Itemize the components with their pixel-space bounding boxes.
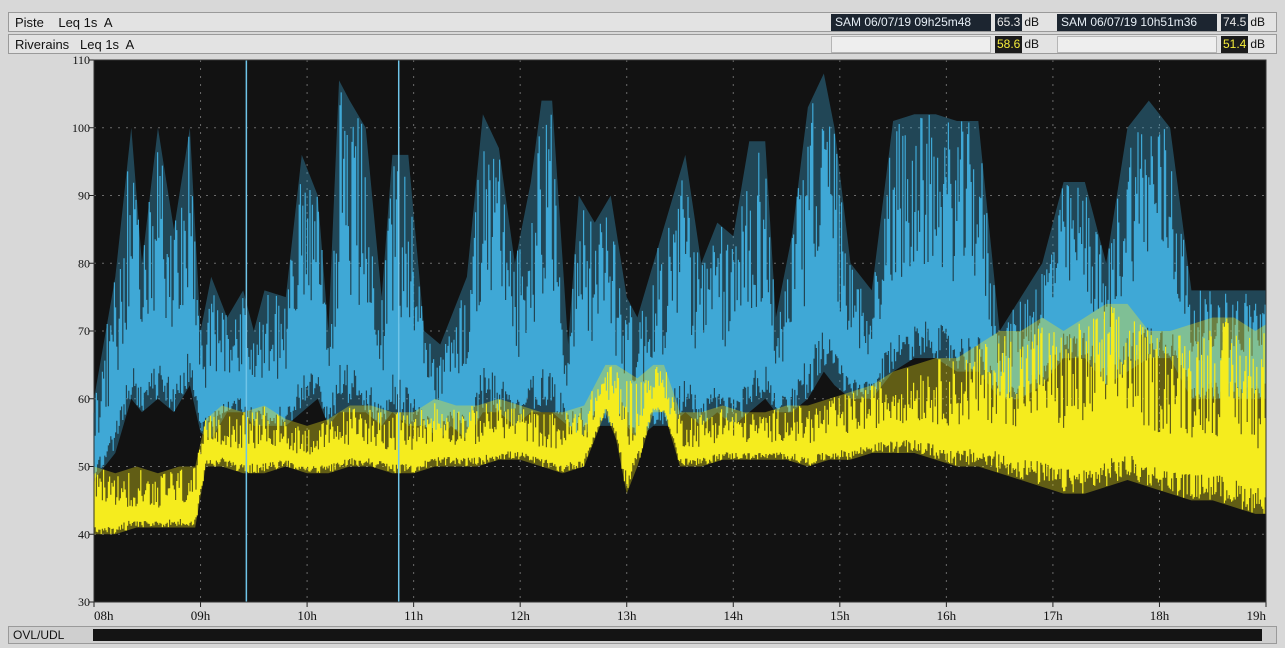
- ovl-udl-label: OVL/UDL: [13, 628, 65, 642]
- plot-frame: [93, 59, 1267, 603]
- cursor1-riverains-reading: 58.6 dB: [995, 36, 1041, 53]
- cursor1-riverains-unit: dB: [1024, 37, 1040, 51]
- cursor2-riverains-reading: 51.4 dB: [1221, 36, 1267, 53]
- x-tick-label: 12h: [510, 608, 530, 623]
- ovl-udl-indicator-strip: [93, 629, 1262, 641]
- y-tick-label: 60: [78, 392, 90, 406]
- x-tick-label: 09h: [191, 608, 211, 623]
- y-tick-label: 70: [78, 324, 90, 338]
- y-tick-label: 80: [78, 256, 90, 270]
- x-tick-label: 19h: [1247, 608, 1267, 623]
- x-tick-label: 13h: [617, 608, 637, 623]
- cursor2-piste-value: 74.5: [1221, 14, 1249, 31]
- x-tick-label: 10h: [297, 608, 317, 623]
- cursor2-timestamp: SAM 06/07/19 10h51m36: [1057, 14, 1217, 31]
- piste-channel-label: Piste Leq 1s A: [15, 15, 113, 30]
- cursor1-piste-reading: 65.3 dB: [995, 14, 1041, 31]
- y-tick-label: 90: [78, 189, 90, 203]
- cursor2-time-empty-cell: [1057, 36, 1217, 53]
- cursor2-riverains-unit: dB: [1250, 37, 1266, 51]
- ovl-udl-bar: OVL/UDL: [8, 626, 1277, 644]
- cursor2-piste-unit: dB: [1250, 15, 1266, 29]
- noise-level-chart[interactable]: 30 40 50 60 70 80 90 100 110 08h 09h 10h 11h 12h 13h 14…: [8, 56, 1277, 626]
- y-tick-label: 110: [72, 56, 90, 67]
- riverains-channel-label: Riverains Leq 1s A: [15, 37, 135, 52]
- x-tick-label: 18h: [1150, 608, 1170, 623]
- cursor1-timestamp: SAM 06/07/19 09h25m48: [831, 14, 991, 31]
- riverains-header-bar: Riverains Leq 1s A 58.6 dB 51.4 dB: [8, 34, 1277, 54]
- x-tick-label: 17h: [1043, 608, 1063, 623]
- y-tick-label: 100: [72, 121, 90, 135]
- x-tick-label: 14h: [724, 608, 744, 623]
- y-tick-label: 50: [78, 460, 90, 474]
- cursor1-time-empty-cell: [831, 36, 991, 53]
- x-tick-label: 11h: [404, 608, 424, 623]
- cursor1-piste-unit: dB: [1024, 15, 1040, 29]
- y-tick-label: 40: [78, 527, 90, 541]
- x-tick-label: 08h: [94, 608, 114, 623]
- cursor2-piste-reading: 74.5 dB: [1221, 14, 1267, 31]
- cursor1-piste-value: 65.3: [995, 14, 1023, 31]
- cursor1-riverains-value: 58.6: [995, 36, 1023, 53]
- piste-header-bar: Piste Leq 1s A SAM 06/07/19 09h25m48 65.…: [8, 12, 1277, 32]
- cursor2-riverains-value: 51.4: [1221, 36, 1249, 53]
- x-tick-label: 15h: [830, 608, 850, 623]
- y-tick-label: 30: [78, 595, 90, 609]
- x-tick-label: 16h: [937, 608, 957, 623]
